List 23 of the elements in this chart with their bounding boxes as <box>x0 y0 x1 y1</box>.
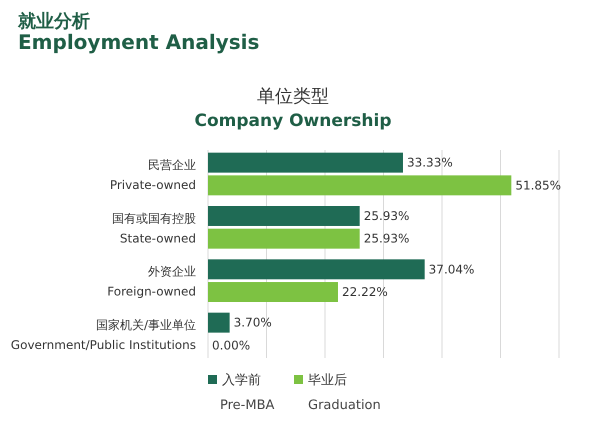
bar <box>208 152 403 173</box>
data-label: 0.00% <box>212 338 250 352</box>
data-label: 33.33% <box>406 156 453 170</box>
data-label: 37.04% <box>428 262 474 276</box>
bar <box>208 282 338 302</box>
chart-title: 就业分析 Employment Analysis <box>17 11 260 54</box>
data-label: 51.85% <box>515 178 562 192</box>
data-label: 25.93% <box>364 208 410 223</box>
bar <box>208 175 512 196</box>
y-tick-label: 外资企业 Foreign-owned <box>107 264 196 299</box>
bar <box>208 206 360 226</box>
bar <box>208 312 230 333</box>
bar <box>208 228 360 249</box>
data-label: 22.22% <box>342 285 388 300</box>
legend-label: 毕业后 Graduation <box>308 373 381 413</box>
data-label: 3.70% <box>234 316 272 330</box>
legend-label: 入学前 Pre-MBA <box>220 373 274 413</box>
data-label: 25.93% <box>364 232 410 246</box>
y-tick-label: 国有或国有控股 State-owned <box>112 211 196 246</box>
y-tick-label: 民营企业 Private-owned <box>110 158 196 192</box>
y-tick-label: 国家机关/事业单位 Government/Public Institutions <box>10 318 196 352</box>
chart-subtitle: 单位类型 Company Ownership <box>194 86 392 131</box>
bar <box>208 259 425 280</box>
